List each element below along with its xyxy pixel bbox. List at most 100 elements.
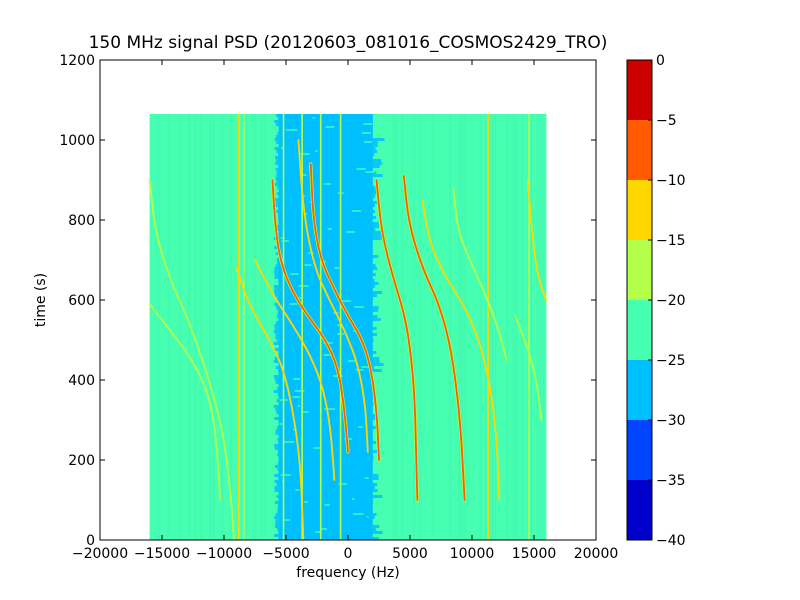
heatmap-noise-row [369, 360, 380, 363]
heatmap-noise-row [362, 321, 369, 324]
heatmap-speckle [284, 519, 290, 521]
heatmap-noise-row [275, 432, 282, 435]
heatmap-noise-row [364, 249, 372, 252]
colorbar-band [627, 300, 652, 360]
heatmap-noise-row [359, 213, 364, 216]
heatmap-noise-row [275, 141, 283, 144]
heatmap-stripe [542, 114, 545, 540]
heatmap-noise-row [365, 480, 370, 483]
heatmap-stripe [464, 114, 467, 540]
heatmap-noise-row [354, 219, 360, 222]
heatmap-stripe [539, 114, 542, 540]
heatmap-noise-row [369, 318, 381, 321]
heatmap-noise-row [367, 141, 378, 144]
heatmap-speckle [340, 300, 352, 302]
heatmap-noise-row [347, 261, 353, 264]
x-tick-label: 5000 [392, 546, 428, 562]
colorbar-tick-label: 0 [656, 53, 665, 69]
x-tick-label: 0 [344, 546, 353, 562]
heatmap-noise-row [278, 144, 286, 147]
heatmap-noise-row [368, 153, 375, 156]
heatmap-speckle [366, 516, 369, 518]
heatmap-noise-row [354, 375, 359, 378]
signal-trace [271, 179, 349, 453]
heatmap-noise-row [275, 162, 289, 165]
heatmap-stripe [485, 114, 488, 540]
heatmap-noise-row [367, 471, 372, 474]
heatmap-noise-row [368, 402, 374, 405]
heatmap-stripe [530, 114, 533, 540]
heatmap-noise-row [275, 177, 284, 180]
heatmap-stripe [392, 114, 395, 540]
heatmap-speckle [313, 447, 322, 449]
heatmap-stripe [212, 114, 215, 540]
heatmap-noise-row [355, 519, 363, 522]
heatmap-noise-row [346, 156, 354, 159]
heatmap-noise-row [369, 231, 382, 234]
heatmap-noise-row [276, 159, 283, 162]
heatmap-noise-row [276, 339, 287, 342]
heatmap-noise-row [277, 312, 305, 315]
x-tick-label: −20000 [72, 546, 128, 562]
heatmap-noise-row [356, 444, 365, 447]
heatmap-noise-row [352, 393, 359, 396]
heatmap-stripe [515, 114, 518, 540]
signal-trace [235, 267, 305, 541]
heatmap-noise-row [358, 123, 366, 126]
heatmap-noise-row [362, 390, 368, 393]
heatmap-stripe [449, 114, 452, 540]
heatmap-speckle [305, 213, 308, 215]
heatmap-noise-row [367, 339, 374, 342]
heatmap-noise-row [279, 345, 290, 348]
heatmap-noise-row [345, 345, 351, 348]
heatmap-noise-row [371, 291, 383, 294]
signal-trace [254, 259, 336, 481]
heatmap-noise-row [276, 210, 294, 213]
heatmap-noise-row [353, 135, 359, 138]
heatmap-noise-row [274, 447, 287, 450]
heatmap-noise-row [275, 168, 287, 171]
colorbar-band [627, 240, 652, 300]
heatmap-noise-row [355, 126, 367, 129]
heatmap-noise-row [279, 195, 292, 198]
signal-trace [402, 175, 466, 501]
heatmap-noise-row [369, 417, 377, 420]
heatmap-noise-row [277, 528, 286, 531]
heatmap-noise-row [368, 507, 373, 510]
heatmap-noise-row [369, 528, 377, 531]
heatmap-speckle [365, 171, 376, 173]
heatmap-noise-row [372, 234, 383, 237]
signal-trace [309, 163, 380, 461]
heatmap-noise-row [350, 492, 363, 495]
heatmap-speckle [353, 330, 356, 332]
heatmap-noise-row [372, 138, 385, 141]
y-tick-label: 1000 [59, 133, 95, 149]
y-tick-label: 600 [68, 293, 95, 309]
heatmap-noise-row [351, 420, 359, 423]
heatmap-stripe [506, 114, 509, 540]
heatmap-noise-row [277, 216, 288, 219]
colorbar-tick-label: −25 [656, 353, 686, 369]
heatmap-noise-row [363, 204, 375, 207]
heatmap-stripe [155, 114, 158, 540]
heatmap-noise-row [352, 117, 362, 120]
y-tick-label: 200 [68, 453, 95, 469]
heatmap-speckle [292, 396, 301, 398]
heatmap-speckle [354, 306, 364, 308]
plot-area: −20000 −15000 −10000 −5000 0 5000 10000 15000 20… [59, 53, 618, 562]
heatmap-noise-row [369, 186, 378, 189]
heatmap-noise-row [360, 378, 366, 381]
heatmap-speckle [315, 531, 321, 533]
heatmap-noise-row [275, 201, 282, 204]
heatmap-stripe [179, 114, 182, 540]
heatmap-noise-row [363, 459, 373, 462]
heatmap-noise-row [368, 501, 374, 504]
heatmap-noise-row [274, 525, 285, 528]
x-tick-label: 10000 [450, 546, 495, 562]
heatmap-stripe [188, 114, 191, 540]
heatmap-noise-row [274, 480, 290, 483]
colorbar: −40 −35 −30 −25 −20 −15 −10 −5 0 [626, 53, 686, 549]
heatmap-noise-row [278, 351, 286, 354]
heatmap-stripe [521, 114, 524, 540]
heatmap-noise-row [277, 243, 301, 246]
